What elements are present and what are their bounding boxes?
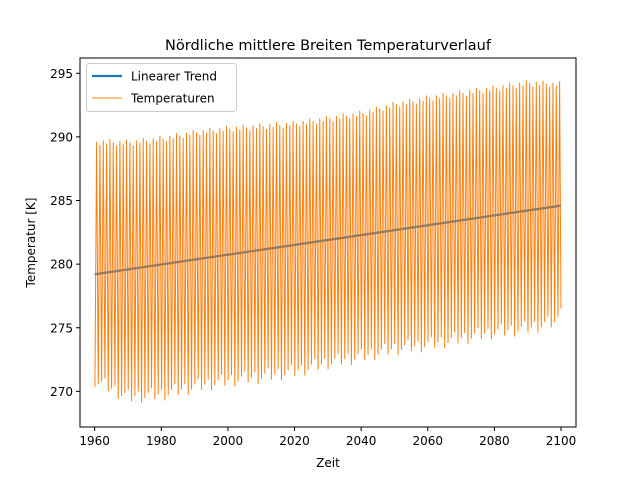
series-temperaturen-line <box>94 80 562 403</box>
axes-frame <box>79 57 577 428</box>
legend-box <box>86 63 237 112</box>
x-tick-label: 2040 <box>346 434 377 448</box>
y-axis: 270 275 280 285 290 295 <box>50 67 80 399</box>
x-tick-label: 2060 <box>412 434 443 448</box>
x-tick-label: 2020 <box>279 434 310 448</box>
y-tick-label: 275 <box>50 321 73 335</box>
legend-label-linear-trend: Linearer Trend <box>131 70 217 84</box>
x-axis-label: Zeit <box>316 456 340 470</box>
x-tick-label: 1960 <box>79 434 110 448</box>
x-tick-label: 1980 <box>146 434 177 448</box>
legend-label-temperaturen: Temperaturen <box>130 92 215 106</box>
x-axis: 1960 1980 2000 2020 2040 2060 2080 2100 <box>79 427 576 448</box>
chart-title: Nördliche mittlere Breiten Temperaturver… <box>165 38 492 54</box>
series-linear-trend-overlay <box>94 204 562 276</box>
legend: Linearer Trend Temperaturen <box>86 63 237 112</box>
x-tick-label: 2080 <box>479 434 510 448</box>
y-tick-label: 285 <box>50 194 73 208</box>
y-tick-label: 280 <box>50 258 73 272</box>
x-tick-label: 2000 <box>213 434 244 448</box>
plot-area <box>94 80 562 403</box>
x-tick-label: 2100 <box>546 434 577 448</box>
y-tick-label: 290 <box>50 130 73 144</box>
y-axis-label: Temperatur [K] <box>24 198 38 289</box>
y-tick-label: 270 <box>50 385 73 399</box>
y-tick-label: 295 <box>50 67 73 81</box>
